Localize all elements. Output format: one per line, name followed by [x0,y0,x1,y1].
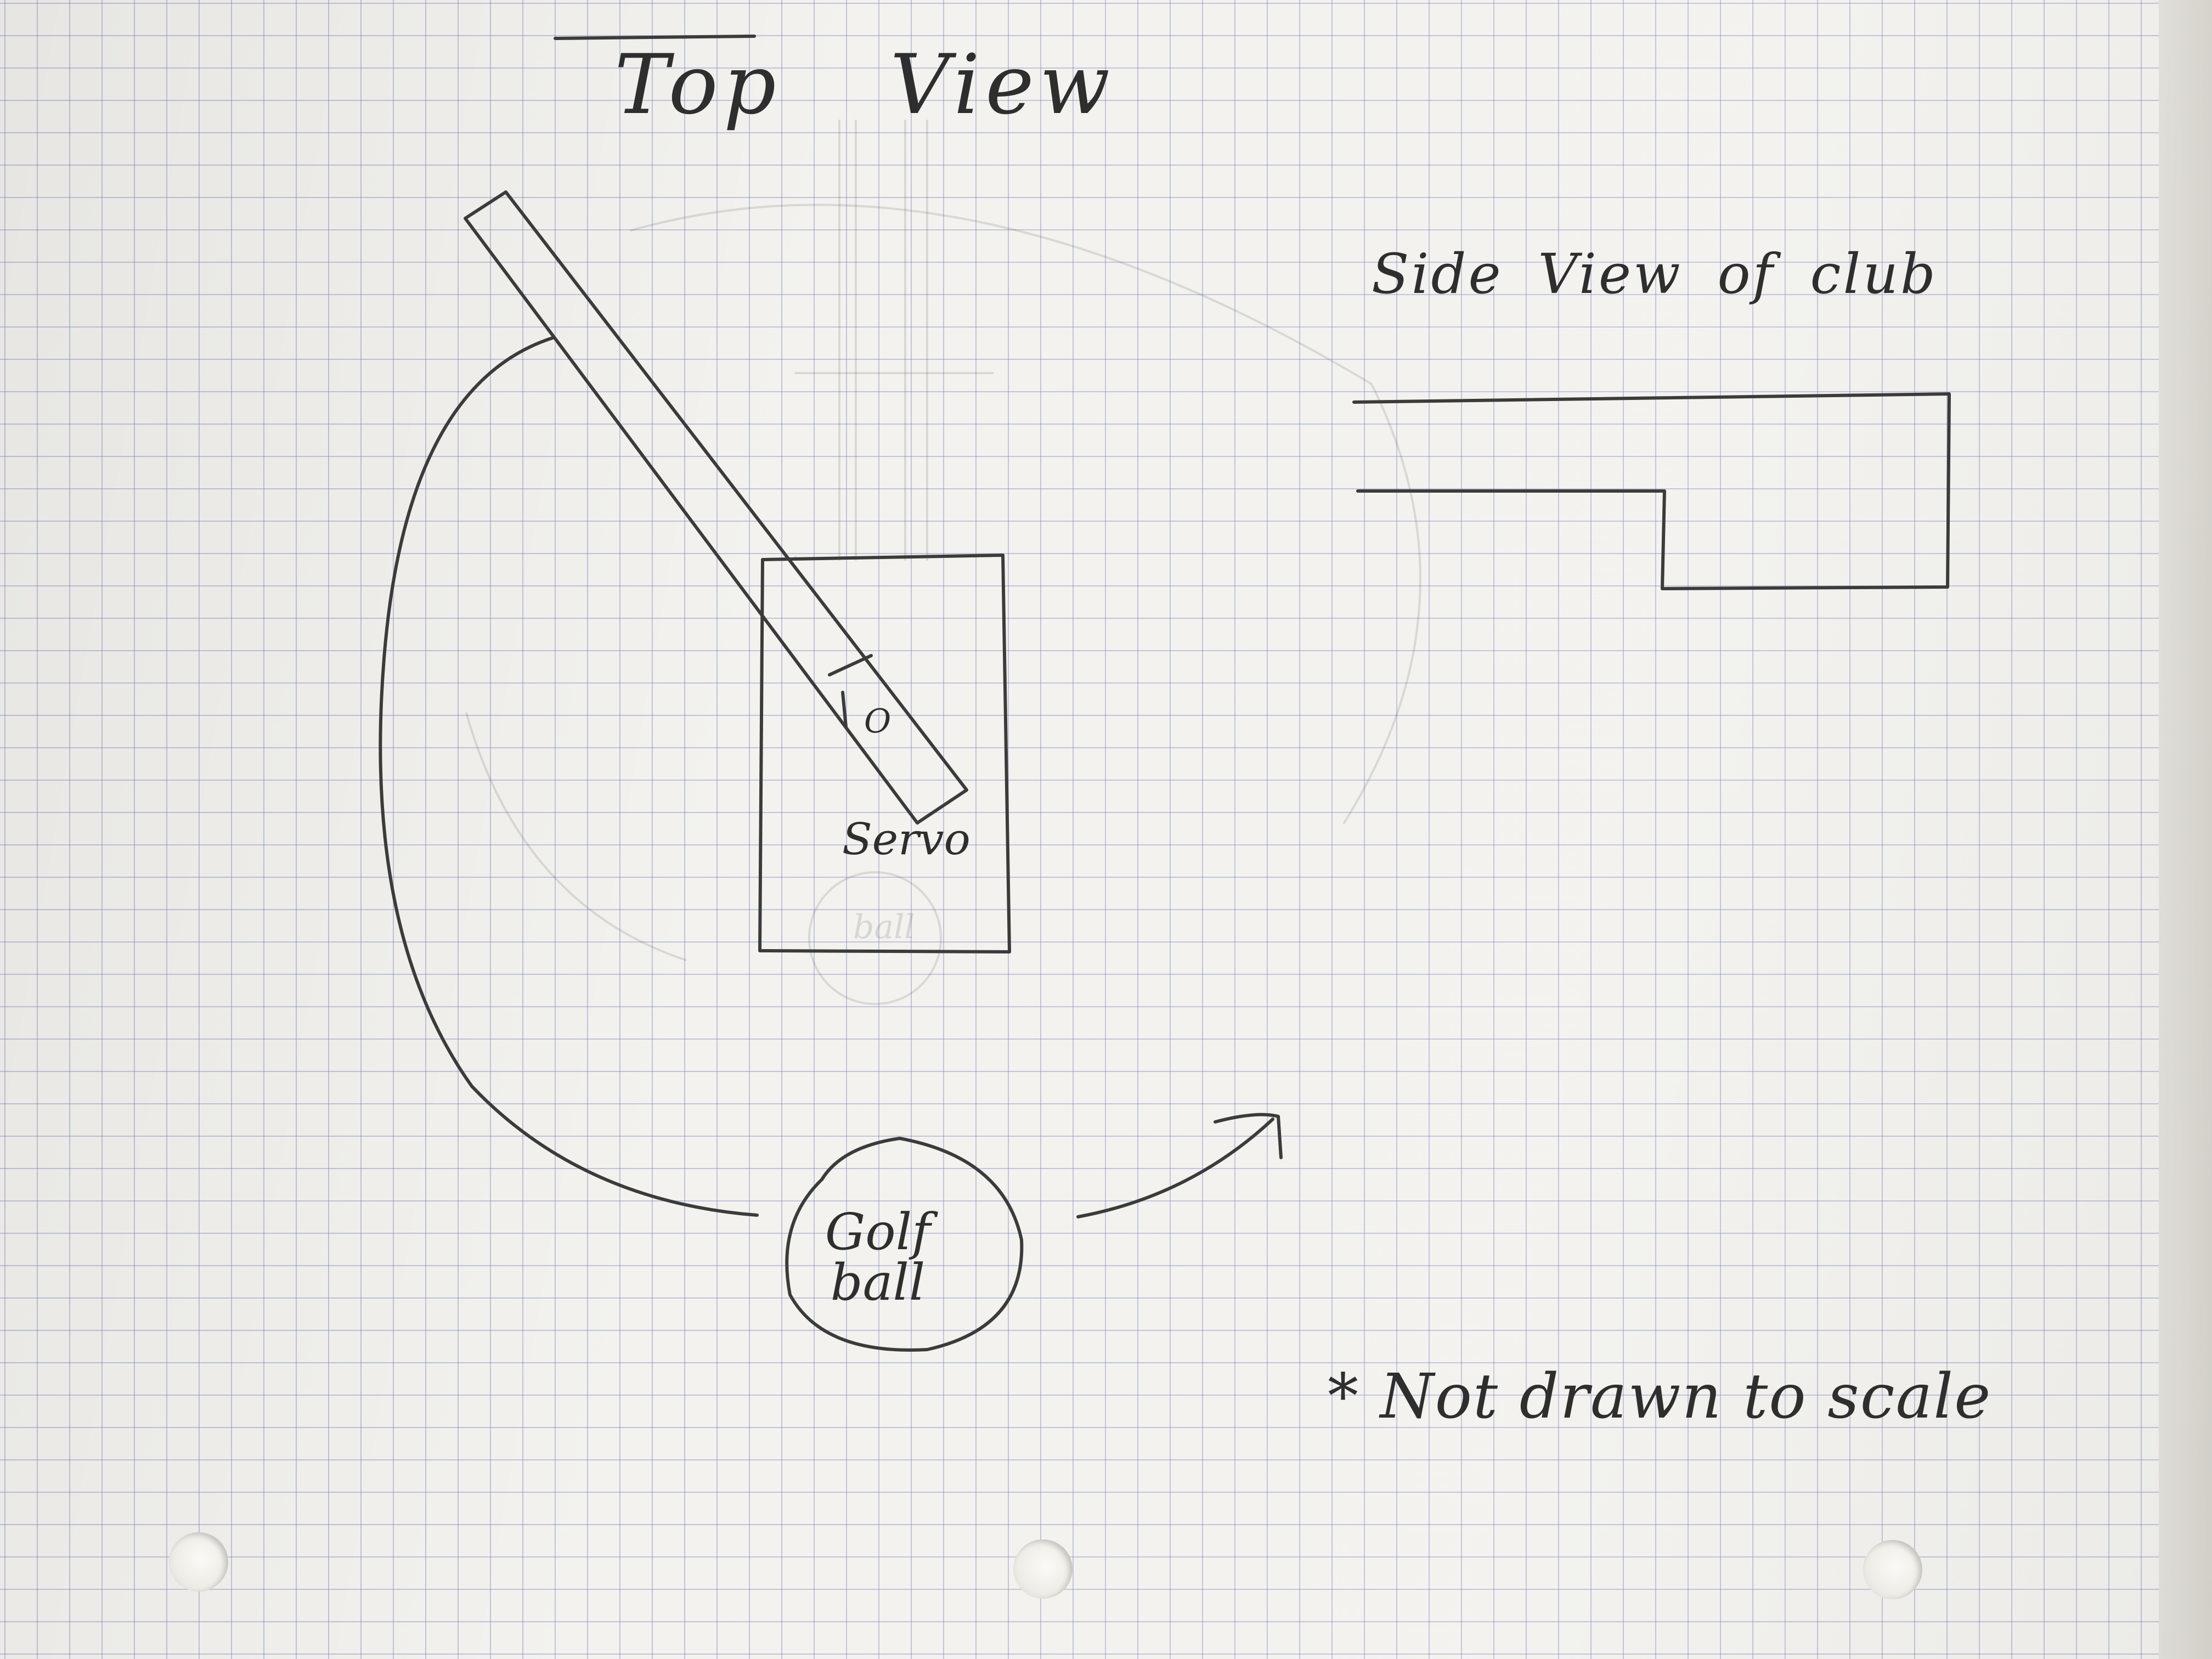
club-arm-mark [828,654,873,676]
title-side-view: Side View of club [1372,242,1938,306]
swing-arc [379,336,759,1217]
title-top-view: Top View [614,37,1116,133]
binder-hole-left [169,1532,228,1592]
club-side-view [1352,392,1951,590]
arrow-up-right-icon [1076,1113,1283,1218]
golf-ball-label: Golf ball [825,1203,931,1312]
faint-ball-label: ball [853,908,915,946]
club-arm [464,190,968,825]
club-arm-mark [841,691,848,729]
binder-hole-right [1863,1540,1922,1599]
erased-guidelines [465,120,1421,1005]
golf-ball-outline [785,1137,1024,1352]
title-underline [554,35,756,40]
scale-note: * Not drawn to scale [1328,1361,1992,1432]
servo-box [758,554,1011,953]
binder-hole-center [1013,1539,1073,1599]
pivot-label: O [864,702,891,741]
paper-edge [2159,0,2212,1659]
servo-label: Servo [842,814,970,865]
